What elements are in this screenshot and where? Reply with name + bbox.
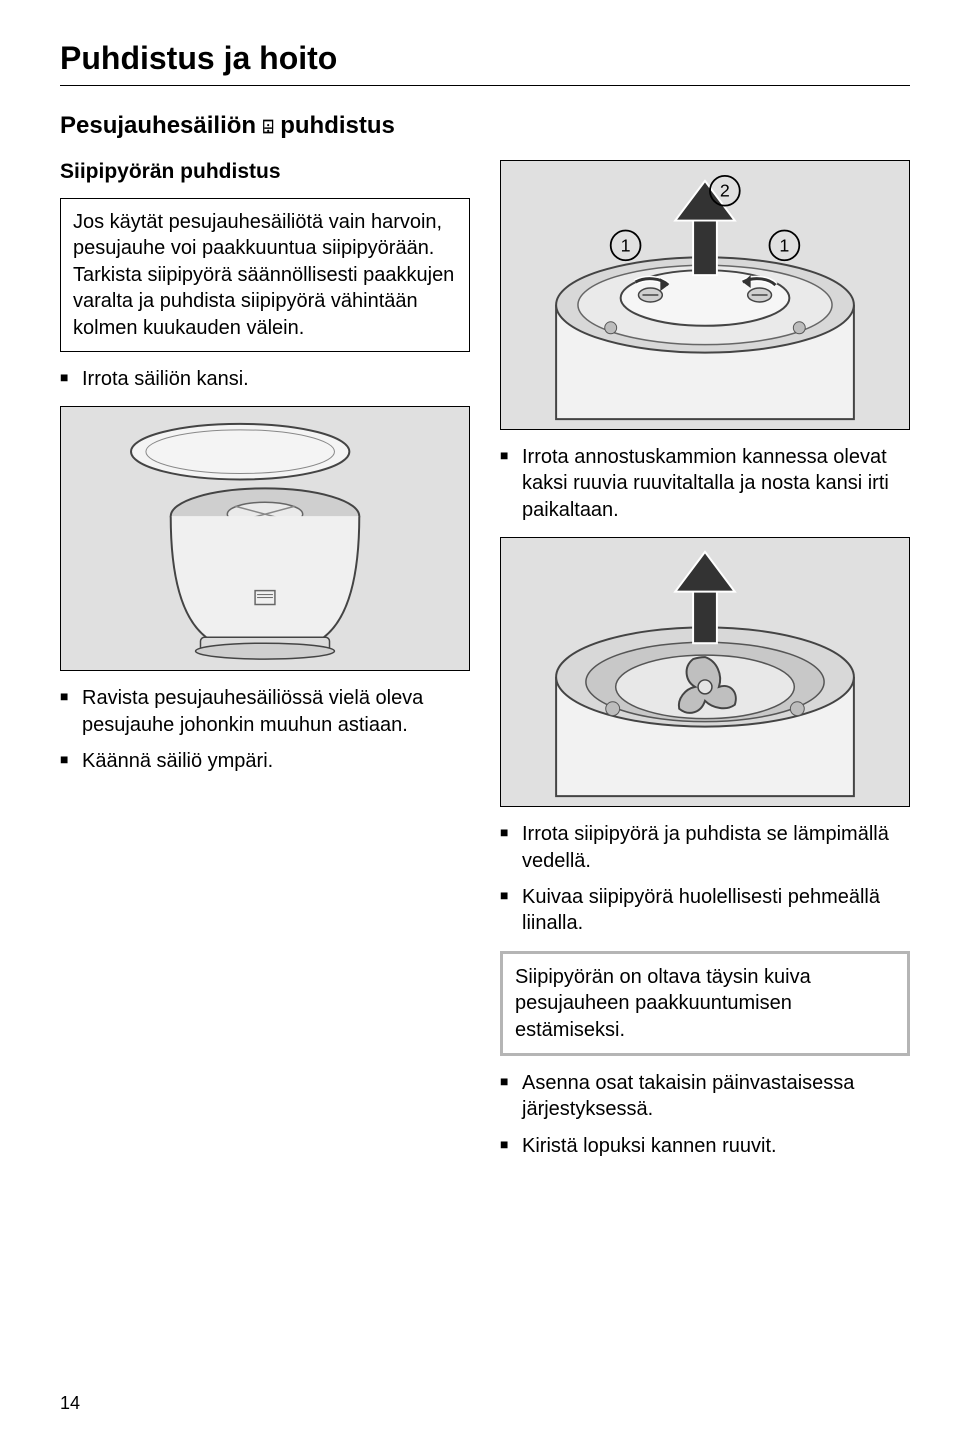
figure2-svg: 1 1 2 <box>501 161 909 429</box>
right-column: 1 1 2 Irrota annostuskammion kannessa ol… <box>500 160 910 1173</box>
bullet-shake-powder: Ravista pesujauhesäiliössä vielä oleva p… <box>60 685 470 738</box>
bullet-tighten-screws: Kiristä lopuksi kannen ruuvit. <box>500 1133 910 1159</box>
page-subtitle: Pesujauhesäiliön ⌹ puhdistus <box>60 112 910 140</box>
figure-container-lid <box>60 406 470 671</box>
section-heading: Siipipyörän puhdistus <box>60 160 470 184</box>
figure-top-screws: 1 1 2 <box>500 160 910 430</box>
right-bullets-2: Irrota siipipyörä ja puhdista se lämpimä… <box>500 821 910 937</box>
bullet-turn-over: Käännä säiliö ympäri. <box>60 748 470 774</box>
detergent-icon: ⌹ <box>263 117 274 137</box>
page-number: 14 <box>60 1393 80 1414</box>
page-title: Puhdistus ja hoito <box>60 40 910 86</box>
fig2-label-1-right: 1 <box>779 235 789 255</box>
fig2-label-2: 2 <box>720 181 730 201</box>
bullet-remove-screws: Irrota annostuskammion kannessa olevat k… <box>500 444 910 523</box>
subtitle-prefix: Pesujauhesäiliön <box>60 112 263 139</box>
right-bullets-1: Irrota annostuskammion kannessa olevat k… <box>500 444 910 523</box>
left-column: Siipipyörän puhdistus Jos käytät pesujau… <box>60 160 470 1173</box>
figure-impeller <box>500 537 910 807</box>
bullet-remove-lid: Irrota säiliön kansi. <box>60 366 470 392</box>
two-column-layout: Siipipyörän puhdistus Jos käytät pesujau… <box>60 160 910 1173</box>
left-bullets-2: Ravista pesujauhesäiliössä vielä oleva p… <box>60 685 470 774</box>
bullet-reassemble: Asenna osat takaisin päinvastaisessa jär… <box>500 1070 910 1123</box>
fig2-label-1-left: 1 <box>621 235 631 255</box>
bullet-dry-impeller: Kuivaa siipipyörä huolellisesti pehmeäll… <box>500 884 910 937</box>
left-bullets-1: Irrota säiliön kansi. <box>60 366 470 392</box>
figure3-svg <box>501 538 909 806</box>
dry-warning-box: Siipipyörän on oltava täysin kuiva pesuj… <box>500 951 910 1056</box>
usage-note-box: Jos käytät pesujauhesäiliötä vain harvoi… <box>60 198 470 352</box>
subtitle-suffix: puhdistus <box>274 112 395 139</box>
bullet-remove-impeller: Irrota siipipyörä ja puhdista se lämpimä… <box>500 821 910 874</box>
right-bullets-3: Asenna osat takaisin päinvastaisessa jär… <box>500 1070 910 1159</box>
figure1-svg <box>61 407 469 670</box>
